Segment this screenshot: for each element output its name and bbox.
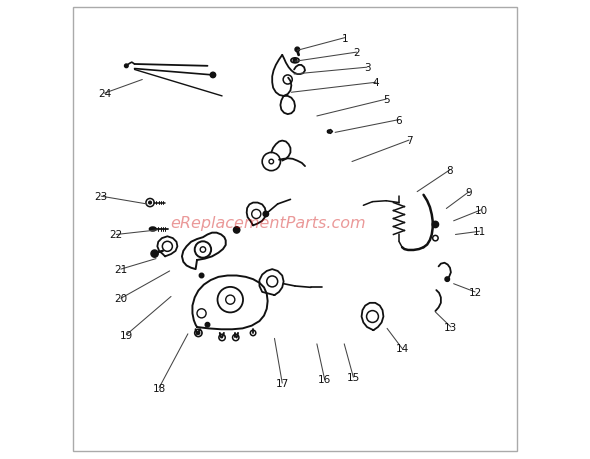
Circle shape [205,323,210,327]
Text: 1: 1 [342,34,349,44]
Text: 2: 2 [353,48,360,58]
Text: 16: 16 [318,375,331,385]
Text: 12: 12 [468,287,481,297]
Text: 22: 22 [110,230,123,240]
Circle shape [295,48,300,53]
Text: 15: 15 [347,372,360,382]
Text: 4: 4 [373,78,379,88]
Text: 13: 13 [444,322,457,332]
Circle shape [445,277,450,282]
Circle shape [293,59,297,63]
Circle shape [210,73,216,78]
Text: 6: 6 [396,115,402,125]
Circle shape [149,202,152,204]
Text: 8: 8 [447,165,453,175]
Text: 24: 24 [98,89,111,99]
Text: 19: 19 [120,330,133,340]
Circle shape [432,222,438,228]
Circle shape [124,65,128,68]
Text: 10: 10 [474,206,487,215]
Text: 20: 20 [114,294,127,303]
Text: 21: 21 [114,264,127,274]
Circle shape [151,251,158,257]
Text: 3: 3 [363,63,371,73]
Text: eReplacementParts.com: eReplacementParts.com [170,215,365,230]
Text: 23: 23 [94,192,108,202]
Text: 7: 7 [406,136,412,146]
Circle shape [234,227,240,234]
Text: 5: 5 [383,95,389,105]
Text: 14: 14 [395,344,409,353]
Text: 17: 17 [276,378,289,388]
Circle shape [327,131,330,134]
Ellipse shape [149,228,156,231]
Circle shape [197,332,200,335]
Text: 18: 18 [153,383,166,393]
Circle shape [199,274,204,278]
Circle shape [263,212,268,217]
Text: 11: 11 [473,227,486,237]
Text: 9: 9 [466,187,473,197]
